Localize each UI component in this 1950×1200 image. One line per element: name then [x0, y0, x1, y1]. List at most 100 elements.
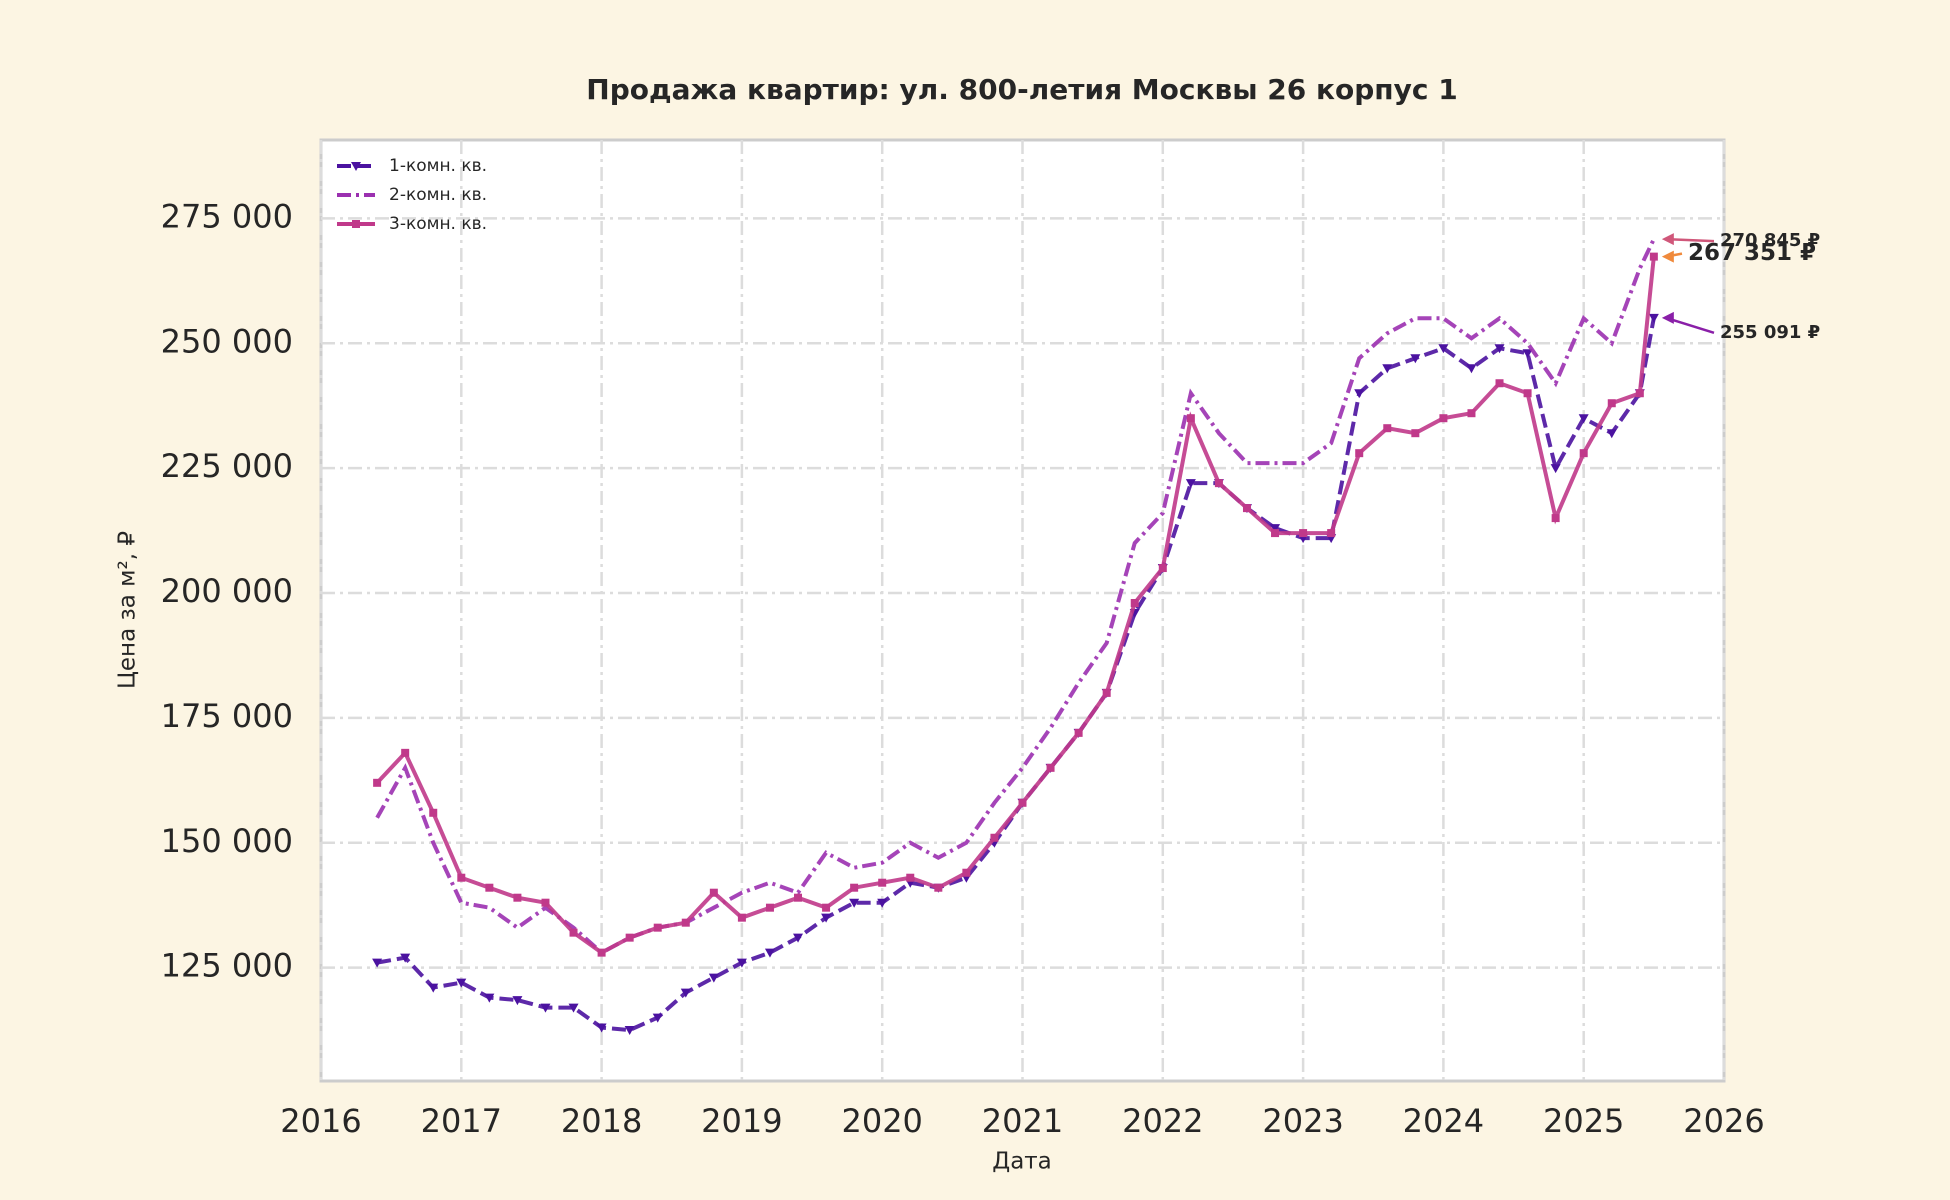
marker	[1410, 354, 1421, 364]
legend-label: 1-комн. кв.	[389, 156, 487, 176]
annotation-arrow	[1665, 237, 1715, 243]
marker	[1130, 599, 1139, 608]
marker	[1606, 429, 1617, 439]
marker	[1495, 379, 1504, 388]
x-tick-label: 2021	[982, 1102, 1063, 1140]
marker	[1242, 504, 1251, 513]
marker	[709, 888, 718, 897]
marker	[1467, 409, 1476, 418]
marker	[1439, 414, 1448, 423]
marker	[821, 913, 832, 923]
annotation-arrowhead	[1661, 250, 1674, 263]
y-tick-label: 200 000	[161, 572, 293, 610]
marker	[1102, 688, 1111, 697]
x-tick-label: 2022	[1122, 1102, 1203, 1140]
marker	[484, 993, 495, 1003]
legend-label: 3-комн. кв.	[389, 214, 487, 234]
x-tick-label: 2018	[561, 1102, 642, 1140]
marker	[681, 918, 690, 927]
marker	[485, 883, 494, 892]
marker	[1551, 514, 1560, 523]
marker	[652, 1013, 663, 1023]
marker	[736, 958, 747, 968]
marker	[1523, 389, 1532, 398]
marker	[794, 893, 803, 902]
marker	[764, 948, 775, 958]
marker	[1578, 414, 1589, 424]
marker	[568, 1003, 579, 1013]
y-tick-label: 250 000	[161, 322, 293, 360]
marker	[906, 873, 915, 882]
marker	[1271, 529, 1280, 538]
marker	[793, 933, 804, 943]
marker	[1355, 449, 1364, 458]
marker	[1074, 728, 1083, 737]
marker	[934, 883, 943, 892]
annotation-label: 267 351 ₽	[1688, 240, 1816, 266]
annotation-label: 270 845 ₽	[1720, 230, 1820, 251]
y-tick-label: 275 000	[161, 197, 293, 235]
marker	[401, 748, 410, 757]
marker	[1299, 529, 1308, 538]
marker	[962, 868, 971, 877]
marker	[1383, 424, 1392, 433]
marker	[512, 996, 523, 1006]
y-axis-label: Цена за м², ₽	[115, 531, 141, 689]
marker	[541, 898, 550, 907]
marker	[1522, 349, 1533, 359]
marker	[457, 873, 466, 882]
y-tick-label: 225 000	[161, 447, 293, 485]
marker	[373, 778, 382, 787]
marker	[1550, 464, 1561, 474]
marker	[1466, 364, 1477, 374]
chart-title: Продажа квартир: ул. 800-летия Москвы 26…	[586, 73, 1457, 106]
marker	[1327, 529, 1336, 538]
x-axis-label: Дата	[992, 1149, 1052, 1175]
marker	[428, 983, 439, 993]
x-tick-label: 2025	[1543, 1102, 1624, 1140]
marker	[822, 903, 831, 912]
marker	[1046, 763, 1055, 772]
y-tick-label: 125 000	[161, 947, 293, 985]
marker	[765, 903, 774, 912]
annotation-label: 255 091 ₽	[1720, 322, 1820, 343]
marker	[625, 933, 634, 942]
annotation-arrowhead	[1661, 233, 1674, 246]
legend-marker	[352, 220, 360, 228]
marker	[596, 1023, 607, 1033]
marker	[400, 953, 411, 963]
marker	[597, 948, 606, 957]
marker	[624, 1026, 635, 1036]
marker	[1186, 414, 1195, 423]
marker	[653, 923, 662, 932]
x-tick-label: 2019	[701, 1102, 782, 1140]
legend-label: 2-комн. кв.	[389, 185, 487, 205]
x-tick-label: 2023	[1262, 1102, 1343, 1140]
marker	[1270, 524, 1281, 534]
legend-marker	[351, 162, 361, 171]
marker	[1635, 389, 1644, 398]
marker	[849, 898, 860, 908]
marker	[456, 978, 467, 988]
marker	[1411, 429, 1420, 438]
annotation-arrowhead	[1661, 311, 1674, 324]
y-tick-label: 175 000	[161, 697, 293, 735]
marker	[1214, 479, 1223, 488]
marker	[372, 958, 383, 968]
marker	[429, 808, 438, 817]
marker	[1648, 313, 1659, 323]
x-tick-label: 2026	[1683, 1102, 1764, 1140]
marker	[1579, 449, 1588, 458]
marker	[1494, 344, 1505, 354]
y-tick-label: 150 000	[161, 822, 293, 860]
marker	[540, 1003, 551, 1013]
marker	[1382, 364, 1393, 374]
marker	[1018, 798, 1027, 807]
marker	[737, 913, 746, 922]
marker	[990, 833, 999, 842]
x-tick-label: 2020	[841, 1102, 922, 1140]
annotation-arrow	[1665, 316, 1715, 335]
marker	[1158, 564, 1167, 573]
marker	[1185, 479, 1196, 489]
